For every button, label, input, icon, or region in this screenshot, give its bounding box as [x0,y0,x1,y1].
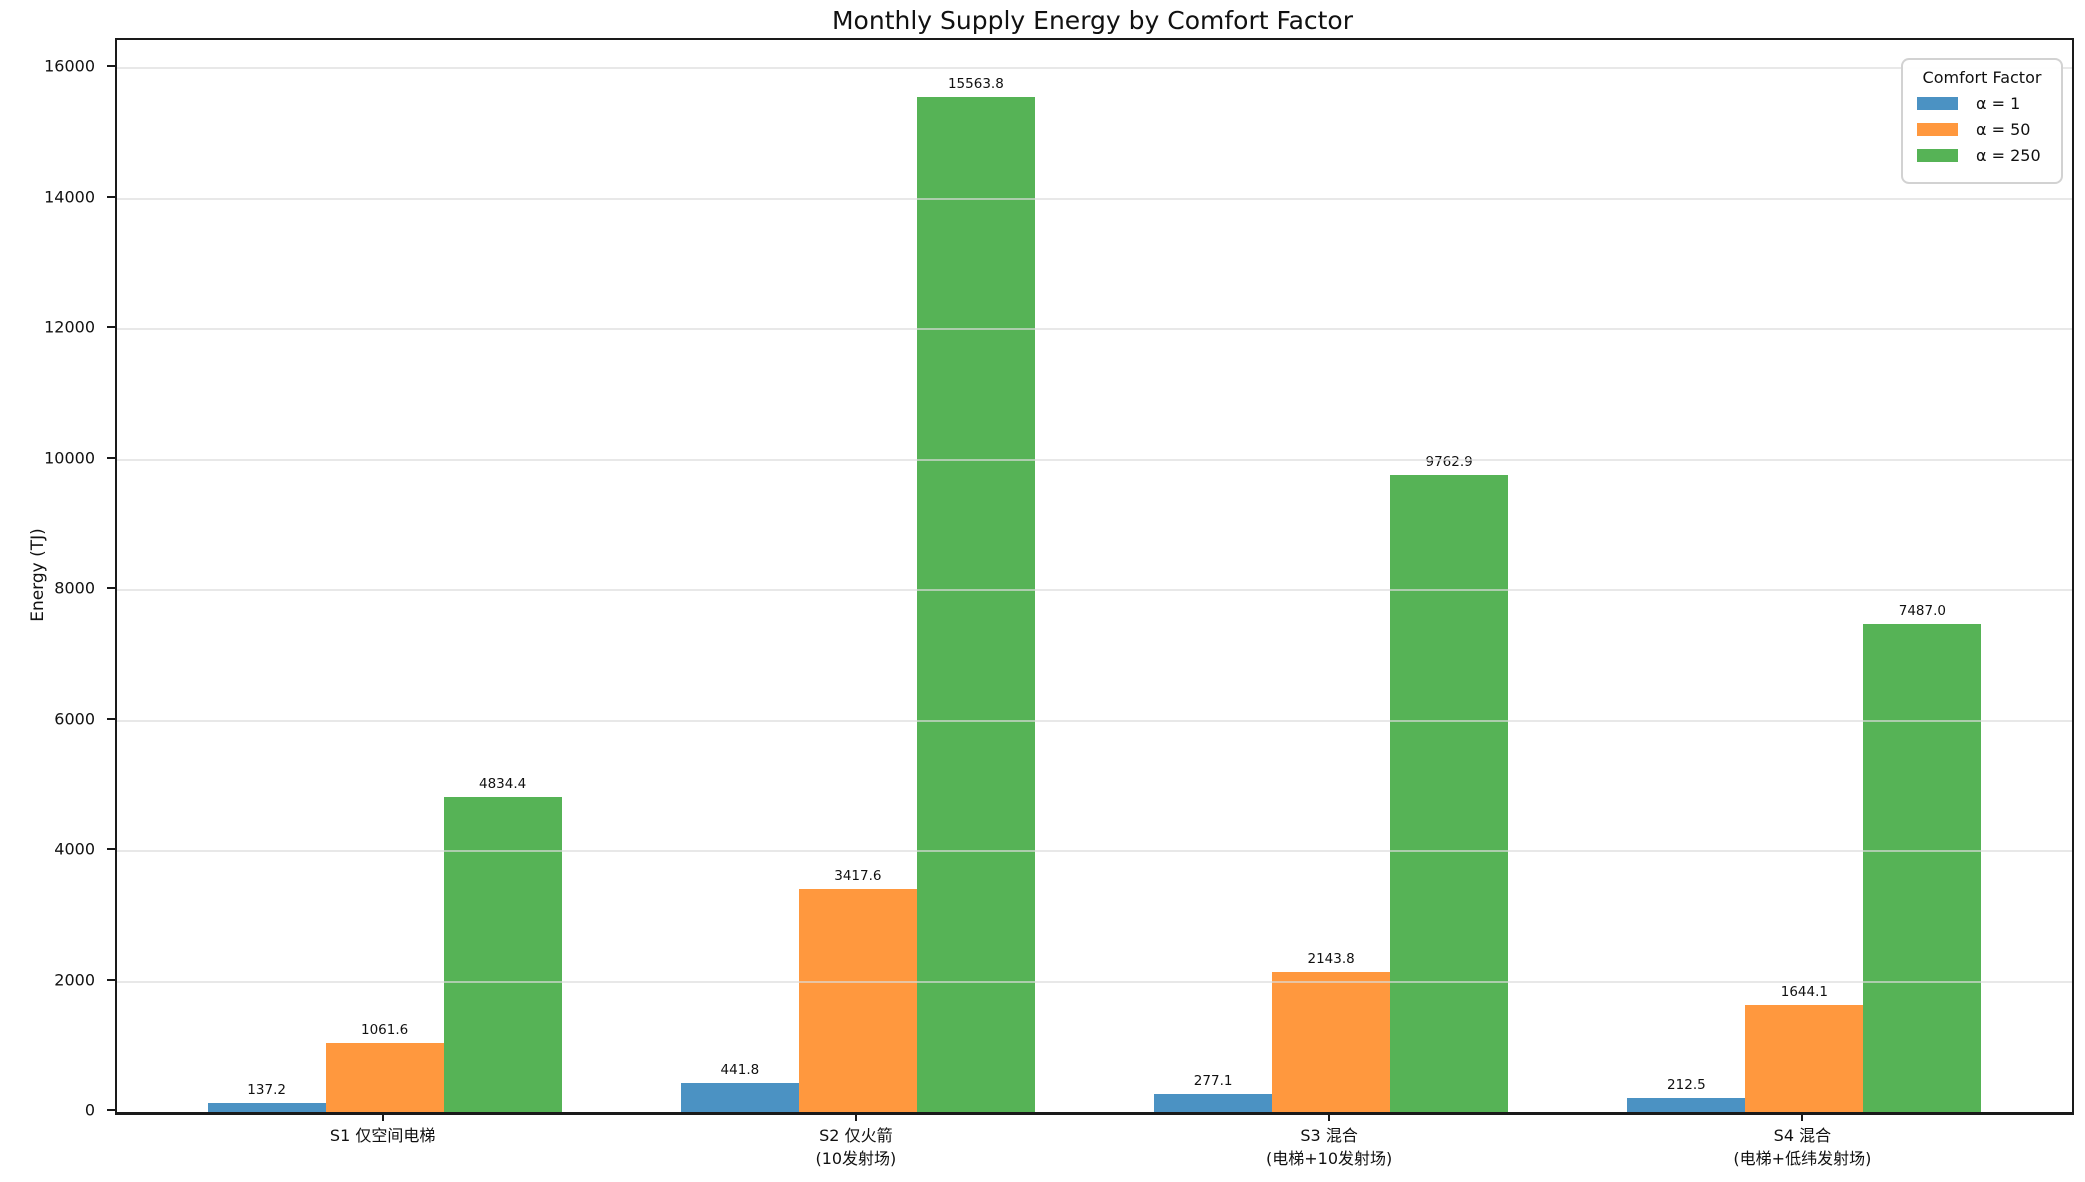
y-tick-mark [107,326,115,329]
y-tick-label: 14000 [44,187,95,207]
bar-group-3: 277.1 2143.8 9762.9 [1095,40,1568,1112]
y-tick-mark [107,1109,115,1111]
bar-3-α=50 [1272,972,1391,1112]
bar-4-α=250 [1863,623,1982,1112]
bar-2-α=1 [680,1083,799,1112]
bar-1-α=1 [207,1103,326,1112]
y-tick-label: 4000 [54,839,95,859]
legend-swatch [1917,149,1958,162]
y-tick-label: 0 [84,1100,95,1120]
legend-item: α = 50 [1917,120,2047,139]
bar-value-label: 277.1 [1193,1072,1233,1089]
legend: Comfort Factor α = 1 α = 50 α = 250 [1901,58,2063,184]
plot-area: 137.2 1061.6 4834.4 441.8 3417.6 15563.8 277.1… [115,38,2074,1115]
y-tick-mark [107,717,115,720]
bar-value-label: 1644.1 [1780,983,1828,1000]
bar-4-α=50 [1745,1004,1864,1112]
bar-value-label: 441.8 [720,1062,760,1079]
bar-value-label: 137.2 [247,1082,286,1099]
bar-value-label: 7487.0 [1898,602,1946,619]
y-tick-label: 16000 [44,56,95,76]
y-tick-label: 2000 [54,970,95,989]
legend-label: α = 250 [1976,146,2041,165]
x-tick-label-line: (10发射场) [815,1149,897,1168]
legend-items: α = 1 α = 50 α = 250 [1917,94,2047,165]
y-tick-label: 12000 [44,317,95,337]
bar-value-label: 1061.6 [361,1021,409,1038]
y-tick-mark [107,195,115,198]
legend-item: α = 1 [1917,94,2047,113]
y-tick-mark [107,587,115,590]
x-tick-label-4: S4 混合 (电梯+低纬发射场) [1733,1124,1871,1170]
legend-title: Comfort Factor [1922,68,2042,87]
x-tick-label-line: S1 仅空间电梯 [329,1126,436,1145]
bar-1-α=250 [443,796,562,1112]
legend-item: α = 250 [1917,146,2047,165]
legend-label: α = 1 [1976,94,2021,113]
x-tick-mark [854,1113,857,1121]
bar-value-label: 4834.4 [479,775,527,792]
bar-value-label: 15563.8 [947,75,1004,92]
bar-2-α=250 [916,96,1035,1112]
bar-value-label: 9762.9 [1425,454,1473,471]
x-tick-label-line: (电梯+10发射场) [1265,1149,1393,1168]
y-tick-label: 8000 [54,578,95,598]
y-tick-mark [107,978,115,981]
bar-value-label: 3417.6 [834,868,882,885]
bar-group-4: 212.5 1644.1 7487.0 [1568,40,2041,1112]
bar-2-α=50 [798,889,917,1112]
x-tick-label-line: (电梯+低纬发射场) [1733,1149,1872,1168]
x-tick-label-line: S3 混合 [1300,1126,1358,1145]
x-tick-label-1: S1 仅空间电梯 [330,1124,435,1147]
bar-value-label: 212.5 [1667,1077,1706,1094]
bar-value-label: 2143.8 [1307,951,1355,968]
y-tick-label: 6000 [54,709,95,729]
chart-title: Monthly Supply Energy by Comfort Factor [831,6,1354,35]
x-tick-mark [1328,1113,1331,1121]
bar-group-2: 441.8 3417.6 15563.8 [621,40,1094,1112]
bar-1-α=50 [325,1042,444,1112]
x-tick-label-2: S2 仅火箭 (10发射场) [815,1124,896,1170]
bar-3-α=1 [1154,1093,1273,1112]
y-tick-mark [107,65,115,68]
x-tick-label-3: S3 混合 (电梯+10发射场) [1266,1124,1392,1170]
y-tick-mark [107,848,115,850]
y-tick-mark [107,456,115,459]
legend-swatch [1917,123,1958,136]
x-tick-mark [381,1113,384,1121]
x-tick-label-line: S4 混合 [1773,1126,1832,1145]
bar-group-1: 137.2 1061.6 4834.4 [148,40,621,1112]
bar-4-α=1 [1627,1098,1746,1112]
legend-label: α = 50 [1976,120,2031,139]
y-tick-label: 10000 [44,448,95,468]
bar-3-α=250 [1390,475,1509,1112]
x-tick-mark [1801,1113,1804,1121]
legend-swatch [1917,97,1958,110]
x-tick-label-line: S2 仅火箭 [819,1126,893,1145]
